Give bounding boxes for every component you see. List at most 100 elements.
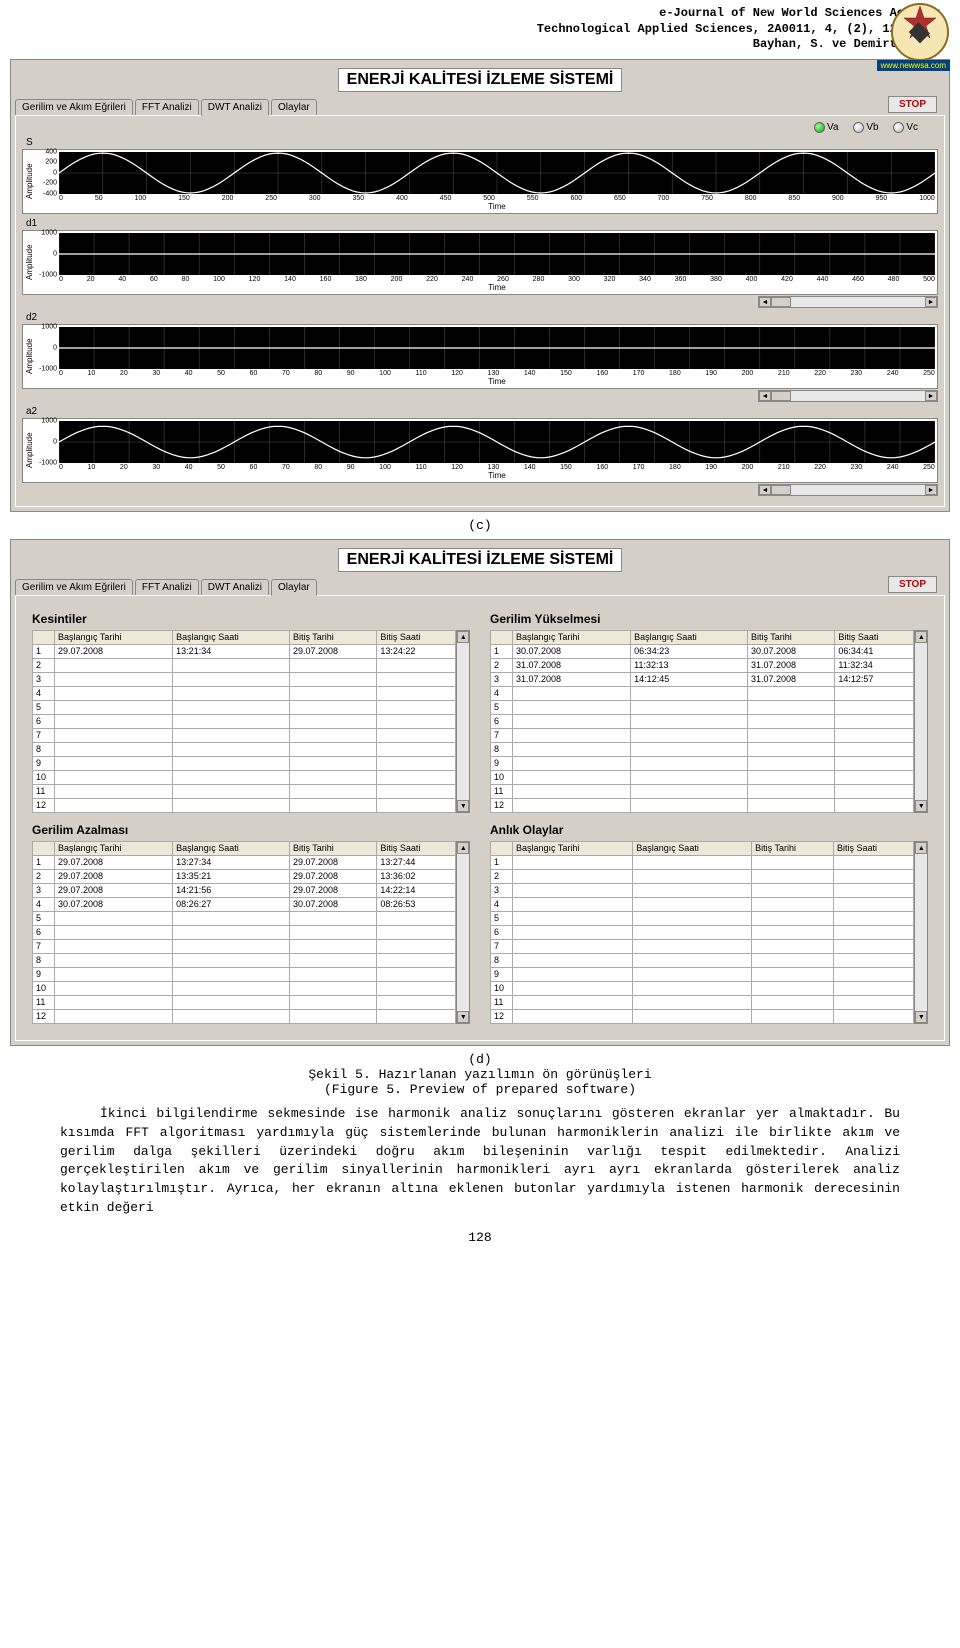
vertical-scrollbar[interactable]: ▲▼ [914,630,928,813]
scroll-up-icon[interactable]: ▲ [457,631,469,643]
column-header[interactable]: Başlangıç Tarihi [513,841,633,855]
column-header[interactable]: Başlangıç Tarihi [513,630,631,644]
scroll-thumb[interactable] [771,485,791,495]
data-table[interactable]: Başlangıç TarihiBaşlangıç SaatiBitiş Tar… [490,630,914,813]
table-row[interactable]: 9 [33,756,456,770]
scroll-thumb[interactable] [771,391,791,401]
table-row[interactable]: 6 [491,714,914,728]
column-header[interactable]: Bitiş Tarihi [289,630,376,644]
table-row[interactable]: 12 [491,798,914,812]
tab-dwt[interactable]: DWT Analizi [201,579,269,595]
table-row[interactable]: 10 [491,770,914,784]
table-row[interactable]: 2 [491,869,914,883]
table-row[interactable]: 11 [491,995,914,1009]
scroll-down-icon[interactable]: ▼ [457,1011,469,1023]
table-row[interactable]: 8 [33,953,456,967]
horizontal-scrollbar[interactable]: ◄► [758,390,938,402]
tab-fft[interactable]: FFT Analizi [135,99,199,115]
table-row[interactable]: 7 [491,728,914,742]
scroll-right-icon[interactable]: ► [925,485,937,495]
scroll-left-icon[interactable]: ◄ [759,297,771,307]
table-row[interactable]: 9 [33,967,456,981]
table-row[interactable]: 10 [33,981,456,995]
tab-olaylar[interactable]: Olaylar [271,99,317,115]
table-row[interactable]: 7 [491,939,914,953]
channel-va[interactable]: Va [814,122,839,133]
table-row[interactable]: 12 [491,1009,914,1023]
tab-gerilim-akim[interactable]: Gerilim ve Akım Eğrileri [15,99,133,115]
table-row[interactable]: 12 [33,798,456,812]
stop-button[interactable]: STOP [888,96,937,113]
table-row[interactable]: 329.07.200814:21:5629.07.200814:22:14 [33,883,456,897]
tab-dwt[interactable]: DWT Analizi [201,99,269,116]
column-header[interactable]: Bitiş Saati [835,630,914,644]
table-row[interactable]: 5 [491,911,914,925]
column-header[interactable]: Başlangıç Saati [173,841,290,855]
horizontal-scrollbar[interactable]: ◄► [758,296,938,308]
table-row[interactable]: 6 [33,925,456,939]
table-row[interactable]: 1 [491,855,914,869]
table-row[interactable]: 8 [491,953,914,967]
vertical-scrollbar[interactable]: ▲▼ [914,841,928,1024]
table-row[interactable]: 229.07.200813:35:2129.07.200813:36:02 [33,869,456,883]
channel-vc[interactable]: Vc [893,122,918,133]
table-row[interactable]: 8 [491,742,914,756]
column-header[interactable]: Başlangıç Saati [633,841,752,855]
table-row[interactable]: 3 [33,672,456,686]
table-row[interactable]: 10 [33,770,456,784]
scroll-right-icon[interactable]: ► [925,297,937,307]
tab-gerilim-akim[interactable]: Gerilim ve Akım Eğrileri [15,579,133,595]
scroll-down-icon[interactable]: ▼ [915,800,927,812]
horizontal-scrollbar[interactable]: ◄► [758,484,938,496]
data-table[interactable]: Başlangıç TarihiBaşlangıç SaatiBitiş Tar… [32,630,456,813]
table-row[interactable]: 5 [33,700,456,714]
scroll-down-icon[interactable]: ▼ [457,800,469,812]
scroll-up-icon[interactable]: ▲ [457,842,469,854]
scroll-down-icon[interactable]: ▼ [915,1011,927,1023]
table-row[interactable]: 11 [491,784,914,798]
column-header[interactable]: Bitiş Saati [377,630,456,644]
table-row[interactable]: 2 [33,658,456,672]
plot-area[interactable] [59,327,935,369]
table-row[interactable]: 4 [491,897,914,911]
table-row[interactable]: 5 [33,911,456,925]
column-header[interactable]: Başlangıç Saati [631,630,748,644]
table-row[interactable]: 7 [33,939,456,953]
tab-fft[interactable]: FFT Analizi [135,579,199,595]
table-row[interactable]: 231.07.200811:32:1331.07.200811:32:34 [491,658,914,672]
table-row[interactable]: 8 [33,742,456,756]
table-row[interactable]: 9 [491,967,914,981]
table-row[interactable]: 11 [33,784,456,798]
column-header[interactable]: Bitiş Saati [377,841,456,855]
table-row[interactable]: 4 [33,686,456,700]
column-header[interactable]: Bitiş Tarihi [752,841,834,855]
table-row[interactable]: 129.07.200813:27:3429.07.200813:27:44 [33,855,456,869]
column-header[interactable]: Bitiş Tarihi [747,630,834,644]
column-header[interactable]: Bitiş Saati [833,841,913,855]
table-row[interactable]: 11 [33,995,456,1009]
channel-vb[interactable]: Vb [853,122,878,133]
plot-area[interactable] [59,421,935,463]
table-row[interactable]: 12 [33,1009,456,1023]
plot-area[interactable] [59,233,935,275]
vertical-scrollbar[interactable]: ▲▼ [456,630,470,813]
table-row[interactable]: 5 [491,700,914,714]
stop-button[interactable]: STOP [888,576,937,593]
table-row[interactable]: 129.07.200813:21:3429.07.200813:24:22 [33,644,456,658]
column-header[interactable]: Bitiş Tarihi [289,841,376,855]
table-row[interactable]: 6 [33,714,456,728]
table-row[interactable]: 4 [491,686,914,700]
column-header[interactable]: Başlangıç Tarihi [55,841,173,855]
plot-area[interactable] [59,152,935,194]
table-row[interactable]: 7 [33,728,456,742]
scroll-up-icon[interactable]: ▲ [915,631,927,643]
data-table[interactable]: Başlangıç TarihiBaşlangıç SaatiBitiş Tar… [32,841,456,1024]
scroll-left-icon[interactable]: ◄ [759,485,771,495]
vertical-scrollbar[interactable]: ▲▼ [456,841,470,1024]
table-row[interactable]: 430.07.200808:26:2730.07.200808:26:53 [33,897,456,911]
tab-olaylar[interactable]: Olaylar [271,579,317,596]
table-row[interactable]: 10 [491,981,914,995]
table-row[interactable]: 3 [491,883,914,897]
scroll-up-icon[interactable]: ▲ [915,842,927,854]
scroll-thumb[interactable] [771,297,791,307]
